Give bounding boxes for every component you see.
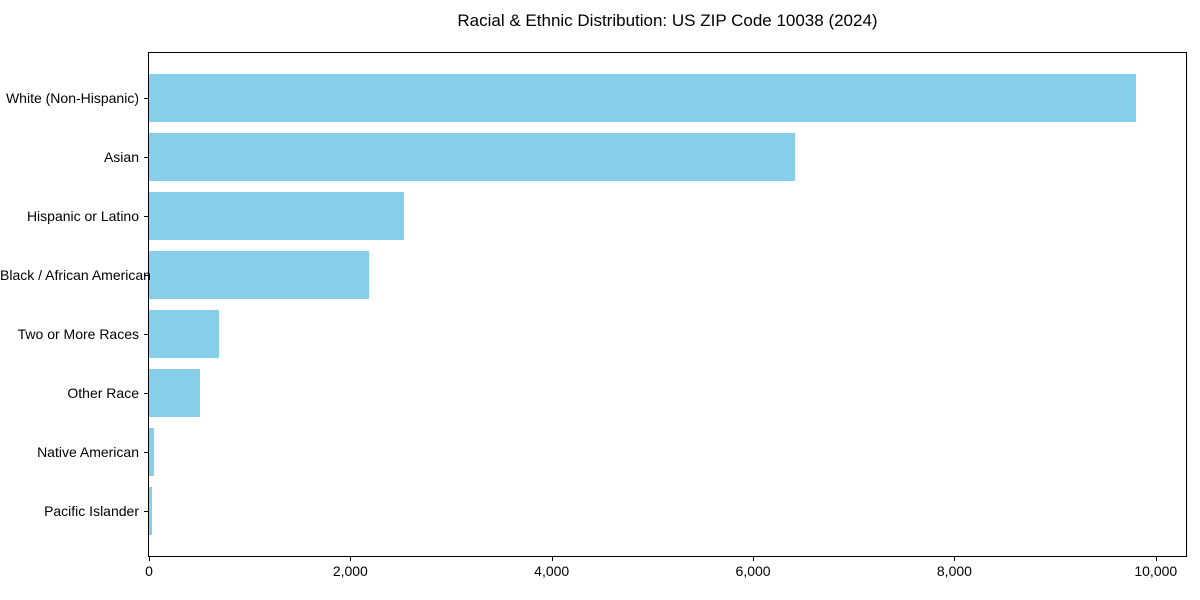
- x-tick-mark: [551, 557, 553, 561]
- x-tick-label: 4,000: [534, 563, 570, 579]
- bar-row: [149, 246, 1186, 305]
- bar-hispanic-or-latino: [149, 192, 404, 240]
- bar-row: [149, 364, 1186, 423]
- x-tick-mark: [753, 557, 755, 561]
- bar-row: [149, 69, 1186, 128]
- y-tick-mark: [144, 333, 148, 335]
- y-tick-mark: [144, 392, 148, 394]
- y-tick-label: Pacific Islander: [44, 502, 139, 519]
- y-tick-label: Black / African American: [0, 266, 151, 283]
- x-tick-mark: [954, 557, 956, 561]
- bar-white-non-hispanic: [149, 74, 1136, 122]
- x-tick-label: 2,000: [332, 563, 368, 579]
- bar-row: [149, 128, 1186, 187]
- y-tick-label: Hispanic or Latino: [26, 207, 139, 224]
- bar-row: [149, 305, 1186, 364]
- y-tick-label: Other Race: [67, 384, 139, 401]
- bar-black-african-american: [149, 251, 370, 299]
- bar-two-or-more-races: [149, 310, 220, 358]
- y-tick-label: Two or More Races: [17, 325, 139, 342]
- bar-row: [149, 482, 1186, 541]
- bar-other-race: [149, 369, 201, 417]
- y-tick-mark: [144, 97, 148, 99]
- x-tick-label: 6,000: [735, 563, 771, 579]
- y-tick-mark: [144, 215, 148, 217]
- x-tick-mark: [149, 557, 150, 561]
- bar-native-american: [149, 428, 155, 476]
- y-tick-mark: [144, 156, 148, 158]
- y-tick-mark: [144, 451, 148, 453]
- x-tick-label: 10,000: [1134, 563, 1178, 579]
- y-tick-label: White (Non-Hispanic): [5, 89, 139, 106]
- y-tick-label: Asian: [103, 148, 139, 165]
- bar-pacific-islander: [149, 487, 152, 535]
- y-tick-mark: [144, 510, 148, 512]
- x-tick-mark: [1155, 557, 1157, 561]
- bar-asian: [149, 133, 796, 181]
- x-tick-mark: [350, 557, 352, 561]
- bar-rows: [149, 69, 1186, 541]
- bar-row: [149, 187, 1186, 246]
- x-tick-label: 8,000: [936, 563, 972, 579]
- bar-row: [149, 423, 1186, 482]
- plot-area: [148, 52, 1187, 557]
- chart-title: Racial & Ethnic Distribution: US ZIP Cod…: [457, 11, 878, 30]
- x-tick-label: 0: [145, 563, 153, 579]
- y-tick-mark: [144, 274, 148, 276]
- y-tick-label: Native American: [37, 443, 139, 460]
